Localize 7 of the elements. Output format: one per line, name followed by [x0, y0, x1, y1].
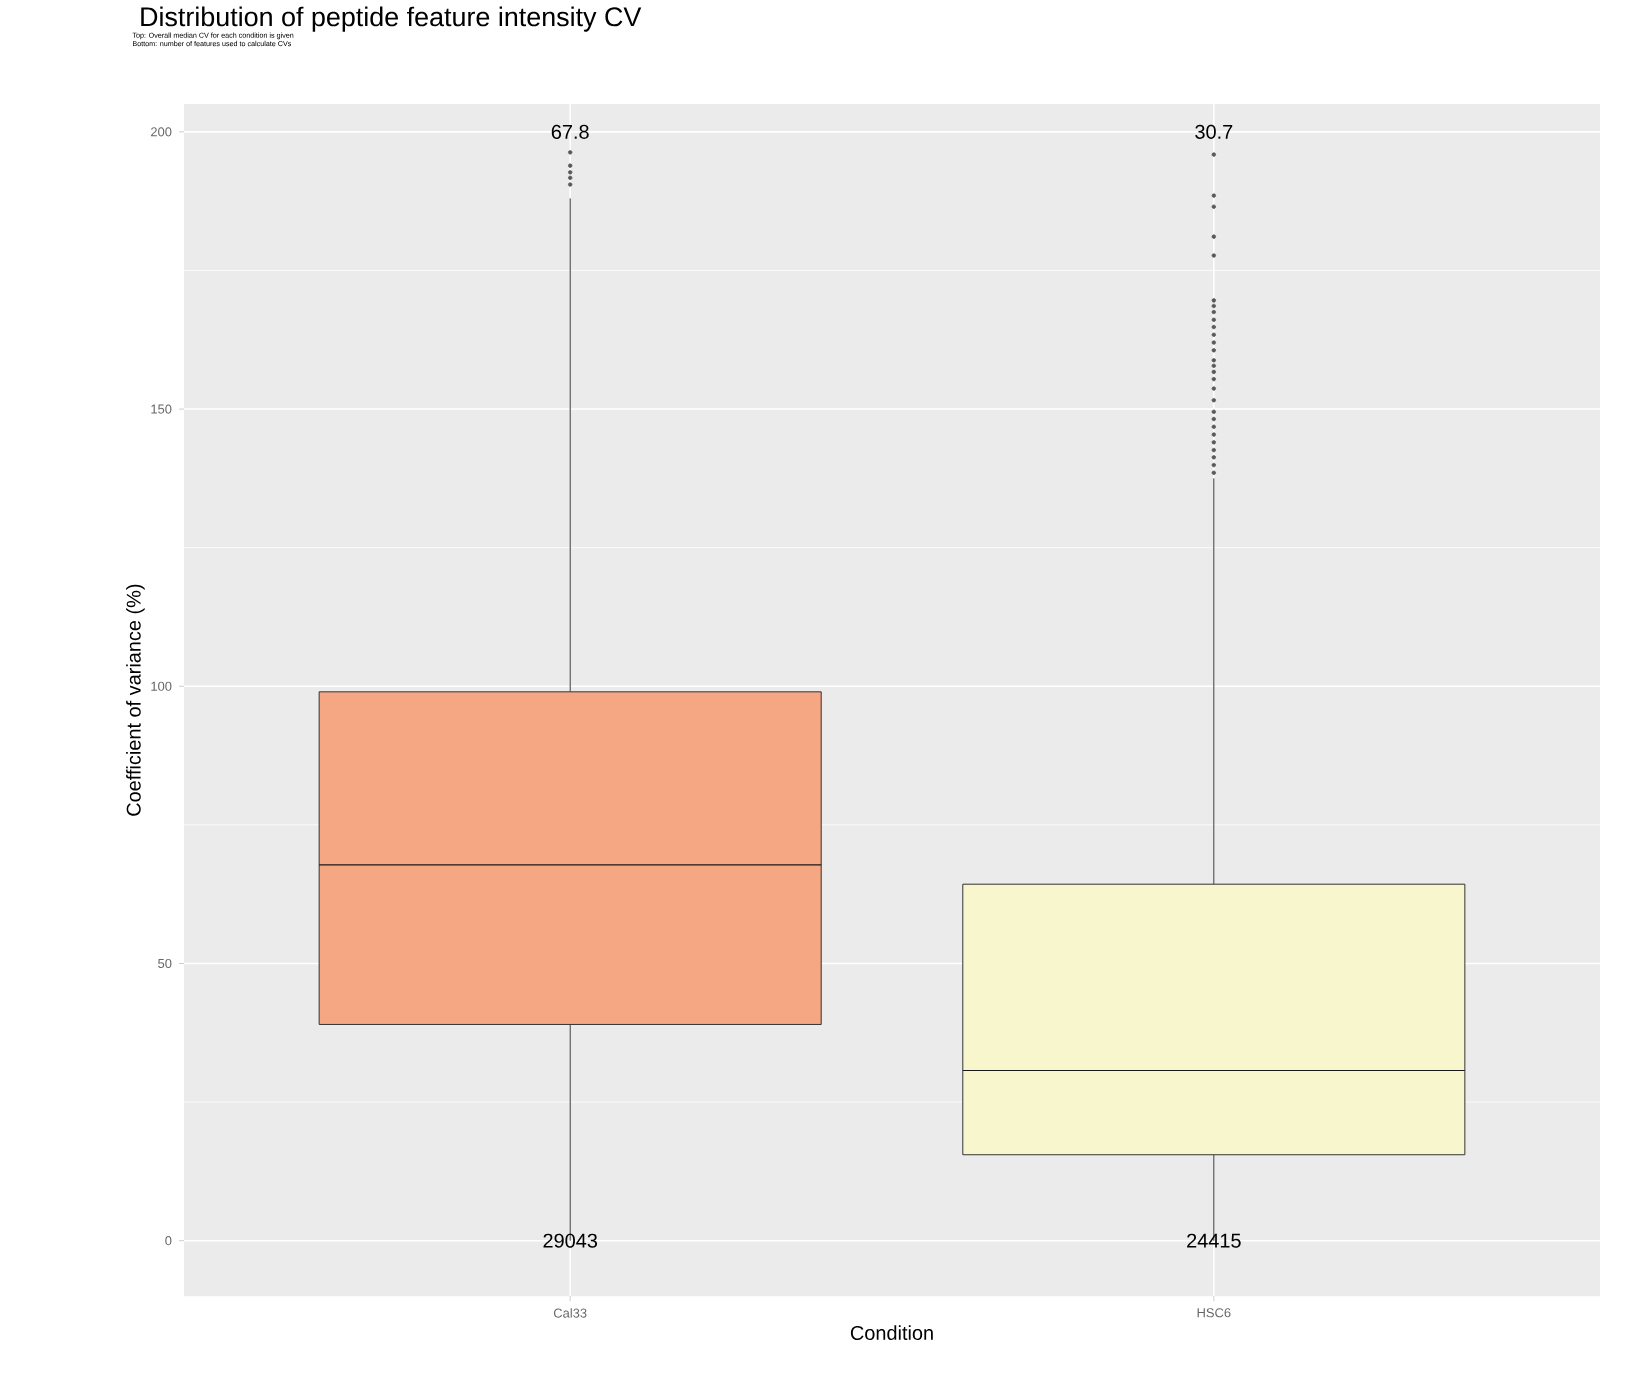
annotation: 30.7 — [1195, 124, 1233, 139]
annotation: 67.8 — [551, 124, 589, 139]
chart-title: Distribution of peptide feature intensity CV — [141, 6, 642, 32]
x-axis-title: Condition — [850, 1325, 933, 1340]
y-axis-title: Coefficient of variance (%) — [126, 584, 145, 816]
annotation: 29043 — [543, 1233, 598, 1248]
annotation: 24415 — [1187, 1233, 1241, 1248]
